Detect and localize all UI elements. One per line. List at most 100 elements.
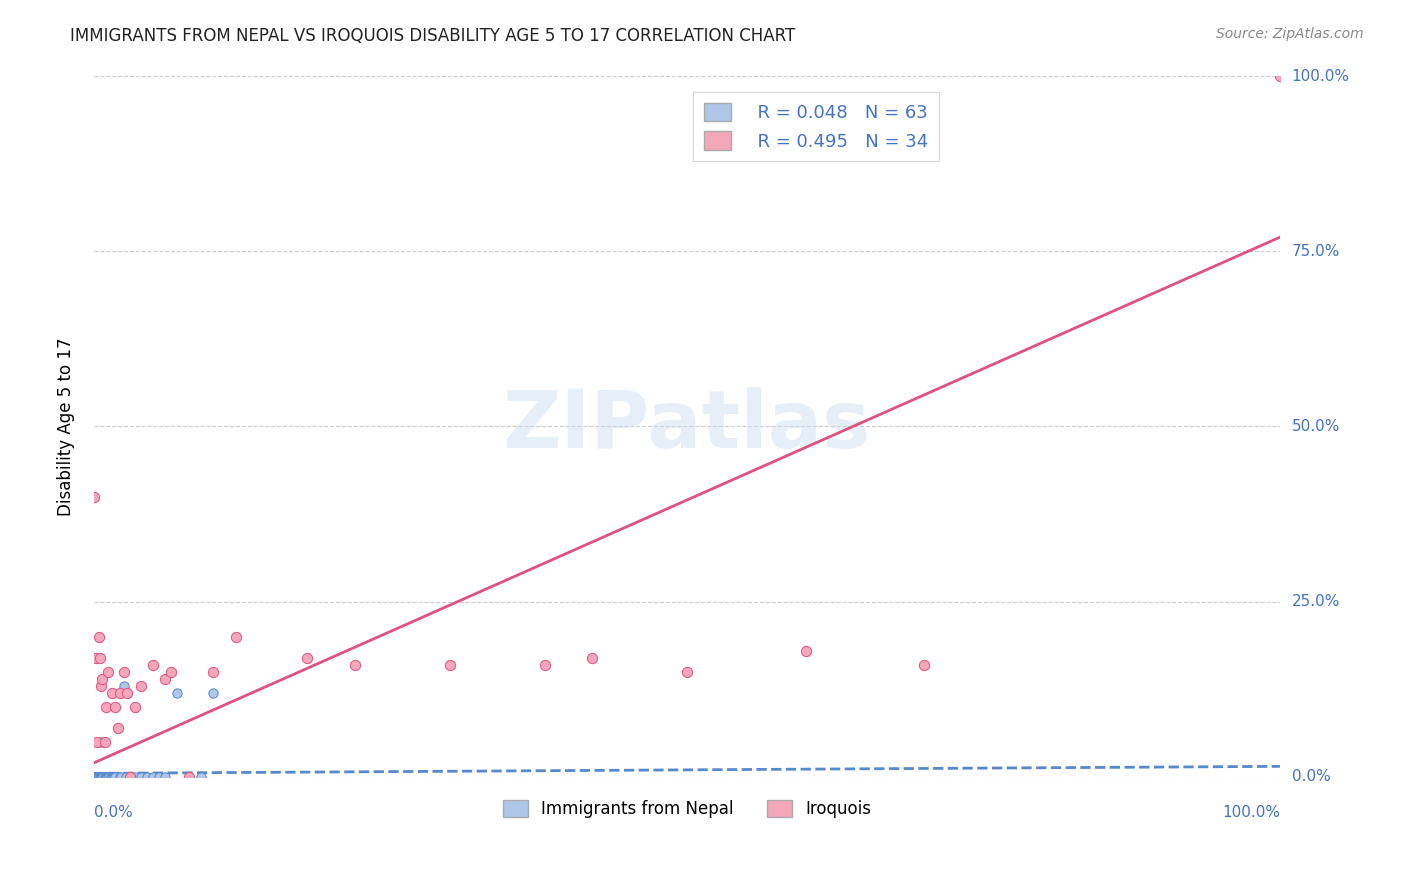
- Point: [160, 665, 183, 679]
- Point: [108, 770, 131, 784]
- Point: [83, 770, 105, 784]
- Point: [84, 770, 107, 784]
- Point: [201, 686, 224, 700]
- Point: [83, 770, 105, 784]
- Point: [84, 770, 107, 784]
- Text: IMMIGRANTS FROM NEPAL VS IROQUOIS DISABILITY AGE 5 TO 17 CORRELATION CHART: IMMIGRANTS FROM NEPAL VS IROQUOIS DISABI…: [70, 27, 796, 45]
- Point: [93, 770, 115, 784]
- Point: [83, 770, 105, 784]
- Point: [83, 770, 105, 784]
- Point: [86, 770, 108, 784]
- Point: [86, 770, 108, 784]
- Point: [94, 770, 117, 784]
- Point: [91, 770, 114, 784]
- Point: [90, 770, 112, 784]
- Point: [87, 770, 110, 784]
- Point: [112, 665, 135, 679]
- Text: 50.0%: 50.0%: [1292, 419, 1340, 434]
- Point: [100, 770, 122, 784]
- Point: [912, 657, 935, 672]
- Point: [83, 770, 105, 784]
- Point: [115, 770, 138, 784]
- Point: [90, 679, 112, 693]
- Point: [104, 770, 127, 784]
- Point: [107, 721, 129, 735]
- Point: [794, 643, 817, 657]
- Point: [581, 650, 603, 665]
- Point: [343, 657, 366, 672]
- Point: [94, 770, 117, 784]
- Point: [89, 735, 111, 749]
- Point: [98, 770, 121, 784]
- Point: [153, 672, 176, 686]
- Point: [110, 770, 132, 784]
- Point: [142, 770, 165, 784]
- Point: [84, 770, 107, 784]
- Point: [89, 650, 111, 665]
- Point: [124, 770, 146, 784]
- Point: [83, 770, 105, 784]
- Point: [84, 770, 107, 784]
- Point: [1268, 69, 1291, 83]
- Text: 0.0%: 0.0%: [94, 805, 132, 820]
- Point: [148, 770, 170, 784]
- Point: [93, 735, 115, 749]
- Point: [84, 770, 107, 784]
- Point: [100, 770, 122, 784]
- Text: 100.0%: 100.0%: [1292, 69, 1350, 84]
- Point: [100, 686, 122, 700]
- Point: [83, 770, 105, 784]
- Point: [83, 770, 105, 784]
- Point: [83, 770, 105, 784]
- Point: [131, 679, 153, 693]
- Point: [439, 657, 461, 672]
- Point: [84, 650, 107, 665]
- Point: [97, 665, 120, 679]
- Text: 0.0%: 0.0%: [1292, 770, 1330, 784]
- Point: [83, 770, 105, 784]
- Point: [83, 770, 105, 784]
- Point: [201, 665, 224, 679]
- Y-axis label: Disability Age 5 to 17: Disability Age 5 to 17: [58, 337, 75, 516]
- Point: [107, 721, 129, 735]
- Point: [91, 770, 114, 784]
- Point: [101, 770, 124, 784]
- Point: [84, 770, 107, 784]
- Point: [112, 679, 135, 693]
- Point: [676, 665, 699, 679]
- Point: [108, 686, 131, 700]
- Point: [93, 770, 115, 784]
- Point: [225, 630, 247, 644]
- Point: [136, 770, 159, 784]
- Point: [115, 686, 138, 700]
- Point: [97, 770, 120, 784]
- Point: [83, 770, 105, 784]
- Point: [89, 770, 111, 784]
- Point: [86, 770, 108, 784]
- Point: [153, 770, 176, 784]
- Point: [131, 770, 153, 784]
- Point: [166, 686, 188, 700]
- Point: [177, 770, 200, 784]
- Text: 100.0%: 100.0%: [1222, 805, 1279, 820]
- Point: [124, 699, 146, 714]
- Point: [104, 699, 127, 714]
- Point: [118, 770, 141, 784]
- Legend: Immigrants from Nepal, Iroquois: Immigrants from Nepal, Iroquois: [496, 793, 877, 824]
- Point: [190, 770, 212, 784]
- Point: [93, 735, 115, 749]
- Point: [297, 650, 319, 665]
- Point: [91, 672, 114, 686]
- Point: [94, 699, 117, 714]
- Point: [84, 770, 107, 784]
- Point: [118, 770, 141, 784]
- Point: [142, 657, 165, 672]
- Point: [83, 770, 105, 784]
- Text: 75.0%: 75.0%: [1292, 244, 1340, 259]
- Point: [90, 770, 112, 784]
- Point: [177, 770, 200, 784]
- Point: [87, 630, 110, 644]
- Point: [96, 770, 118, 784]
- Point: [533, 657, 555, 672]
- Point: [86, 735, 108, 749]
